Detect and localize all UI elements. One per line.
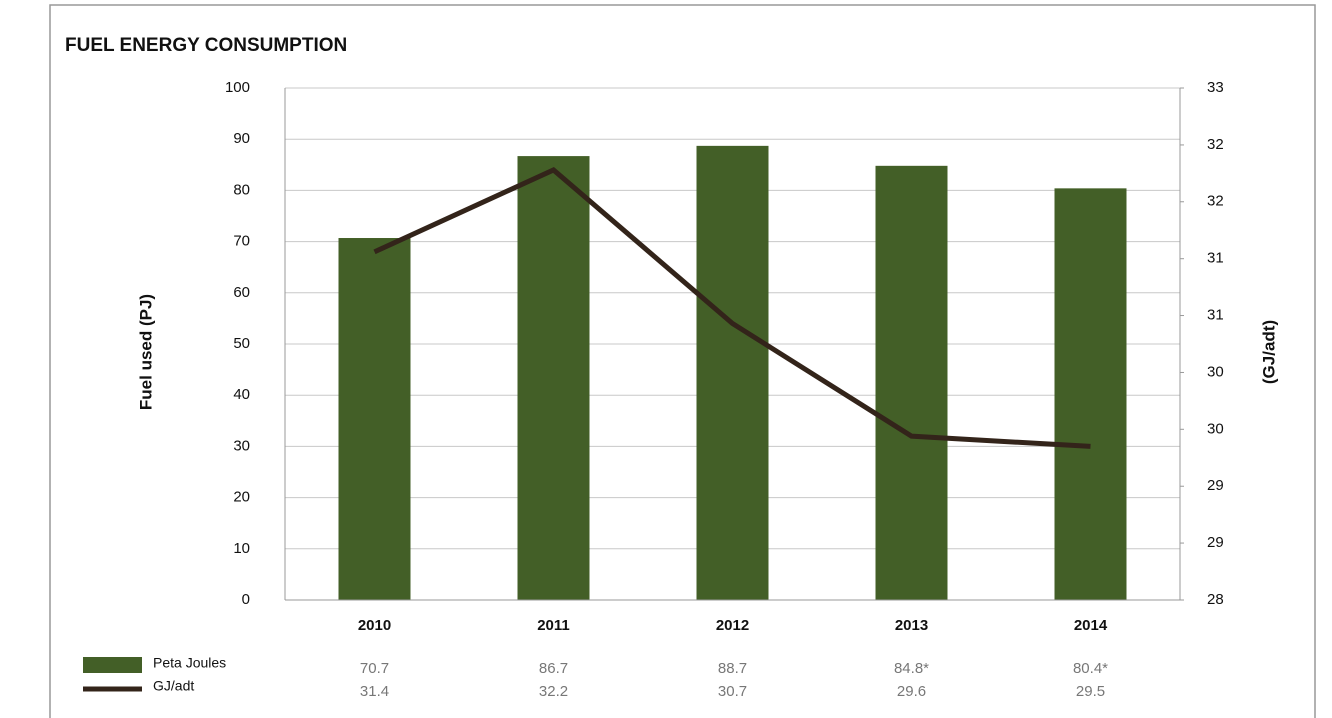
data-label: 29.5 <box>1076 683 1105 700</box>
y-tick-label: 20 <box>233 489 250 506</box>
y-tick-label: 30 <box>233 437 250 454</box>
data-label: 84.8* <box>894 660 929 677</box>
y-tick-label: 0 <box>242 591 250 608</box>
x-tick-label: 2013 <box>895 617 928 634</box>
y2-tick-label: 31 <box>1207 250 1224 267</box>
data-label: 29.6 <box>897 683 926 700</box>
y-tick-label: 40 <box>233 386 250 403</box>
x-tick-label: 2010 <box>358 617 391 634</box>
y-tick-label: 70 <box>233 233 250 250</box>
legend-label: Peta Joules <box>153 655 226 671</box>
bar <box>517 156 590 600</box>
y2-tick-label: 32 <box>1207 136 1224 153</box>
bar <box>338 238 411 601</box>
data-label: 30.7 <box>718 683 747 700</box>
y2-axis-title: (GJ/adt) <box>1259 320 1278 384</box>
y-tick-label: 90 <box>233 130 250 147</box>
data-label: 70.7 <box>360 660 389 677</box>
y-tick-label: 50 <box>233 335 250 352</box>
y-axis-title: Fuel used (PJ) <box>136 294 155 410</box>
y2-tick-label: 33 <box>1207 79 1224 96</box>
y2-tick-label: 30 <box>1207 363 1224 380</box>
y-tick-label: 10 <box>233 540 250 557</box>
bar <box>875 165 948 600</box>
data-label: 31.4 <box>360 683 389 700</box>
x-tick-label: 2011 <box>537 617 570 634</box>
x-tick-label: 2012 <box>716 617 749 634</box>
legend-label: GJ/adt <box>153 678 194 694</box>
y-tick-label: 60 <box>233 284 250 301</box>
bar <box>1054 188 1127 601</box>
data-label: 88.7 <box>718 660 747 677</box>
y2-tick-label: 32 <box>1207 193 1224 210</box>
y2-tick-label: 30 <box>1207 420 1224 437</box>
y-tick-label: 100 <box>225 79 250 96</box>
data-label: 86.7 <box>539 660 568 677</box>
y2-tick-label: 29 <box>1207 534 1224 551</box>
data-label: 32.2 <box>539 683 568 700</box>
frame <box>49 4 1316 718</box>
x-tick-label: 2014 <box>1074 617 1108 634</box>
data-label: 80.4* <box>1073 660 1108 677</box>
legend-swatch <box>83 657 142 673</box>
y2-tick-label: 28 <box>1207 591 1224 608</box>
line <box>373 166 1091 449</box>
y-tick-label: 80 <box>233 181 250 198</box>
chart-title: FUEL ENERGY CONSUMPTION <box>65 35 347 56</box>
y2-tick-label: 31 <box>1207 307 1224 324</box>
bar <box>696 145 769 600</box>
y2-tick-label: 29 <box>1207 477 1224 494</box>
